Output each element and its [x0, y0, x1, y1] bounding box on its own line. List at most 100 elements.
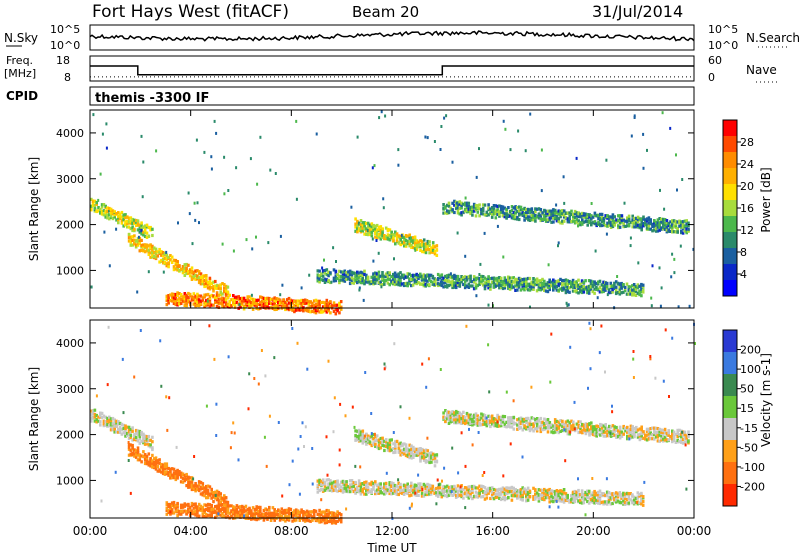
- afternoon-near-echo-cell: [445, 484, 449, 488]
- near-range-echo-cell: [169, 293, 172, 297]
- afternoon-near-echo-cell: [359, 492, 363, 496]
- afternoon-far-echo-cell: [584, 422, 588, 426]
- near-range-echo-cell: [312, 510, 316, 514]
- afternoon-far-echo-cell: [572, 217, 575, 221]
- midday-patch-cell: [403, 241, 406, 245]
- midday-patch-cell: [397, 442, 401, 446]
- near-range-echo-cell: [223, 503, 226, 507]
- afternoon-near-echo-cell: [375, 274, 379, 278]
- afternoon-far-echo-cell: [636, 220, 640, 224]
- afternoon-near-echo-cell: [641, 289, 645, 293]
- afternoon-far-echo-cell: [665, 438, 669, 442]
- early-E-F-echo-cell: [113, 210, 116, 214]
- midday-patch-cell: [431, 455, 435, 459]
- afternoon-near-echo-cell: [366, 277, 370, 281]
- near-range-echo-cell: [176, 301, 179, 306]
- afternoon-far-echo-cell: [561, 211, 564, 215]
- descending-echo-cell: [138, 455, 142, 459]
- early-echo-cell: [127, 425, 131, 429]
- afternoon-near-echo-cell: [519, 497, 523, 501]
- near-range-echo-cell: [325, 304, 329, 308]
- afternoon-far-echo-cell: [566, 217, 570, 221]
- early-echo-cell: [99, 423, 102, 427]
- noise-point: [373, 164, 376, 168]
- afternoon-far-echo-cell: [687, 224, 690, 228]
- near-range-echo-cell: [201, 296, 205, 300]
- afternoon-far-echo-cell: [447, 412, 451, 416]
- afternoon-far-echo-cell: [487, 208, 490, 212]
- afternoon-far-echo-cell: [635, 221, 638, 225]
- early-E-F-echo-cell: [140, 223, 143, 227]
- near-range-echo-cell: [228, 300, 231, 304]
- afternoon-far-echo-cell: [469, 211, 472, 216]
- midday-patch-cell: [403, 452, 406, 456]
- afternoon-near-echo-cell: [436, 492, 440, 496]
- near-range-echo-cell: [293, 303, 296, 307]
- afternoon-near-echo-cell: [356, 485, 359, 490]
- near-range-echo-cell: [307, 309, 311, 313]
- afternoon-near-echo-cell: [321, 488, 325, 492]
- near-range-echo-cell: [235, 510, 239, 514]
- afternoon-far-echo-cell: [447, 415, 451, 419]
- early-E-F-echo-cell: [111, 217, 115, 221]
- afternoon-near-echo-cell: [332, 279, 336, 283]
- early-E-F-echo-cell: [145, 225, 149, 229]
- near-range-echo-cell: [273, 296, 276, 300]
- afternoon-near-echo-cell: [321, 269, 325, 273]
- afternoon-near-echo-cell: [453, 283, 456, 287]
- midday-patch-cell: [363, 224, 366, 228]
- afternoon-far-echo-cell: [573, 212, 577, 216]
- afternoon-far-echo-cell: [636, 215, 640, 219]
- afternoon-far-echo-cell: [532, 214, 535, 218]
- descending-echo-cell: [221, 498, 224, 502]
- near-range-echo-cell: [210, 508, 213, 512]
- midday-patch-cell: [401, 442, 404, 446]
- near-range-echo-cell: [320, 520, 323, 524]
- near-range-echo-cell: [298, 307, 302, 312]
- near-range-echo-cell: [262, 508, 266, 513]
- noise-point: [193, 201, 196, 205]
- afternoon-far-echo-cell: [465, 413, 469, 417]
- afternoon-far-echo-cell: [548, 426, 552, 430]
- colorbar-tick-label: 28: [740, 136, 754, 149]
- early-E-F-echo-cell: [104, 204, 107, 208]
- afternoon-far-echo-cell: [519, 212, 523, 216]
- afternoon-near-echo-cell: [519, 488, 523, 492]
- afternoon-near-echo-cell: [375, 278, 379, 282]
- afternoon-near-echo-cell: [499, 283, 503, 288]
- afternoon-far-echo-cell: [575, 217, 579, 221]
- midday-patch-cell: [354, 222, 357, 226]
- afternoon-far-echo-cell: [624, 426, 627, 430]
- afternoon-near-echo-cell: [345, 486, 348, 490]
- afternoon-near-echo-cell: [404, 275, 408, 279]
- afternoon-far-echo-cell: [519, 426, 523, 430]
- afternoon-far-echo-cell: [548, 424, 552, 428]
- afternoon-near-echo-cell: [462, 496, 465, 500]
- afternoon-far-echo-cell: [550, 209, 553, 213]
- afternoon-far-echo-cell: [532, 218, 535, 222]
- y-tick-label: 2000: [56, 219, 84, 232]
- early-echo-cell: [93, 419, 97, 423]
- midday-patch-cell: [359, 430, 363, 434]
- afternoon-near-echo-cell: [570, 285, 573, 289]
- descending-echo-cell: [167, 470, 170, 475]
- descending-echo-cell: [176, 472, 179, 476]
- near-range-echo-cell: [183, 509, 187, 513]
- afternoon-far-echo-cell: [590, 214, 593, 218]
- descending-echo-cell: [167, 255, 170, 259]
- afternoon-near-echo-cell: [341, 482, 345, 486]
- early-E-F-echo-cell: [147, 225, 151, 230]
- afternoon-far-echo-cell: [526, 416, 530, 420]
- near-range-echo-cell: [294, 511, 298, 515]
- afternoon-near-echo-cell: [456, 484, 460, 488]
- near-range-echo-cell: [266, 298, 269, 302]
- descending-echo-cell: [206, 281, 210, 285]
- near-range-echo-cell: [282, 509, 285, 513]
- afternoon-near-echo-cell: [467, 490, 471, 494]
- afternoon-near-echo-cell: [516, 489, 519, 493]
- near-range-echo-cell: [194, 299, 197, 303]
- afternoon-near-echo-cell: [348, 269, 352, 273]
- afternoon-near-echo-cell: [499, 276, 503, 280]
- afternoon-far-echo-cell: [590, 431, 593, 436]
- afternoon-near-echo-cell: [341, 272, 345, 276]
